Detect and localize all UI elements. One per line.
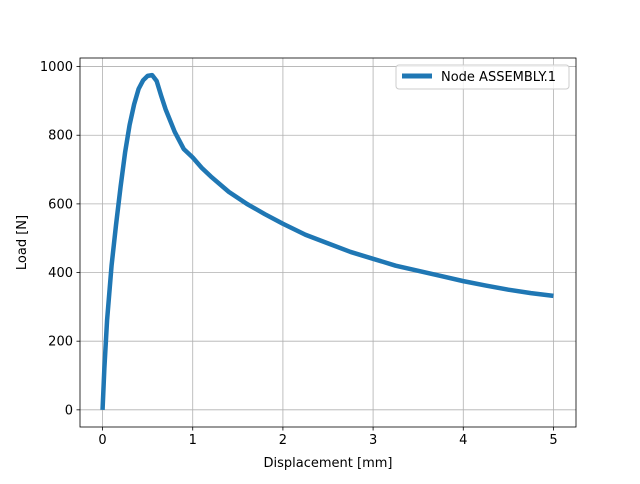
x-tick-label: 4: [459, 433, 467, 448]
x-tick-label: 2: [279, 433, 287, 448]
x-axis-label: Displacement [mm]: [264, 456, 393, 471]
x-tick-label: 0: [98, 433, 106, 448]
legend-box: [395, 64, 570, 90]
grid: [80, 58, 576, 427]
series-layer: [100, 72, 554, 410]
y-tick-label: 600: [48, 197, 73, 212]
y-tick-label: 200: [48, 335, 73, 350]
y-tick-label: 800: [48, 129, 73, 144]
series-line-0: [100, 72, 554, 410]
legend: Node ASSEMBLY.1: [395, 64, 570, 90]
y-tick-label: 1000: [40, 60, 73, 75]
y-axis-label: Load [N]: [15, 215, 30, 270]
y-tick-label: 400: [48, 266, 73, 281]
legend-entry: Node ASSEMBLY.1: [441, 70, 556, 85]
x-tick-label: 5: [549, 433, 557, 448]
plot-frame: [79, 57, 577, 428]
ticks: 0 1 2 3 4 5 0 200 400 600 800 1000: [40, 60, 558, 448]
x-tick-label: 3: [369, 433, 377, 448]
x-tick-label: 1: [189, 433, 197, 448]
y-tick-label: 0: [65, 403, 73, 418]
